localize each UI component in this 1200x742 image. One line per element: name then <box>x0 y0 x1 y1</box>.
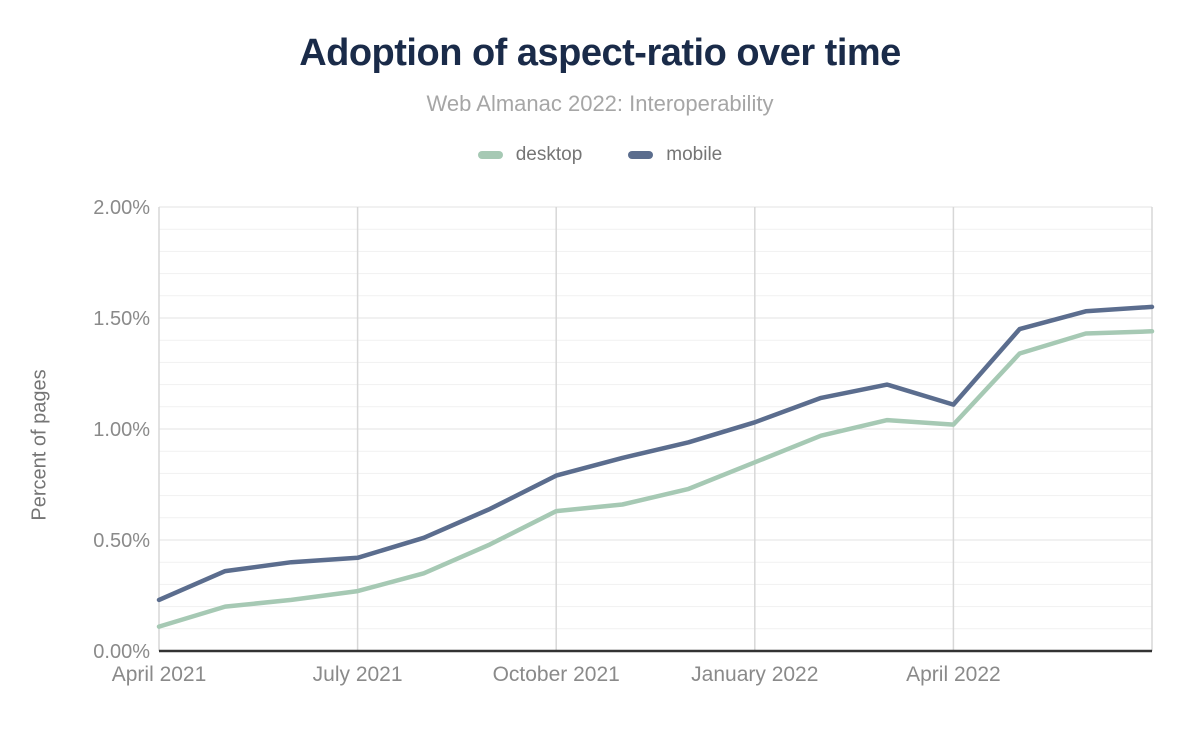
y-tick-label: 1.00% <box>93 419 150 441</box>
legend-item-desktop: desktop <box>477 144 583 166</box>
chart-subtitle: Web Almanac 2022: Interoperability <box>426 91 774 116</box>
chart-title: Adoption of aspect-ratio over time <box>299 32 901 74</box>
line-desktop <box>156 329 1155 629</box>
line-mobile <box>156 304 1155 603</box>
y-tick-label: 1.50% <box>93 308 150 330</box>
legend-label-desktop: desktop <box>515 144 583 165</box>
legend-label-mobile: mobile <box>666 144 723 165</box>
y-tick-label: 2.00% <box>93 197 150 219</box>
x-tick-label: October 2021 <box>493 663 620 686</box>
x-tick-label: April 2021 <box>112 663 207 686</box>
desktop-swatch <box>477 151 503 159</box>
x-tick-label: April 2022 <box>906 663 1001 686</box>
x-tick-label: January 2022 <box>691 663 818 686</box>
x-tick-label: July 2021 <box>313 663 403 686</box>
legend: desktop mobile <box>0 144 1200 166</box>
y-tick-label: 0.50% <box>93 530 150 552</box>
y-tick-label: 0.00% <box>93 641 150 663</box>
mobile-swatch <box>628 151 654 159</box>
legend-item-mobile: mobile <box>628 144 722 166</box>
